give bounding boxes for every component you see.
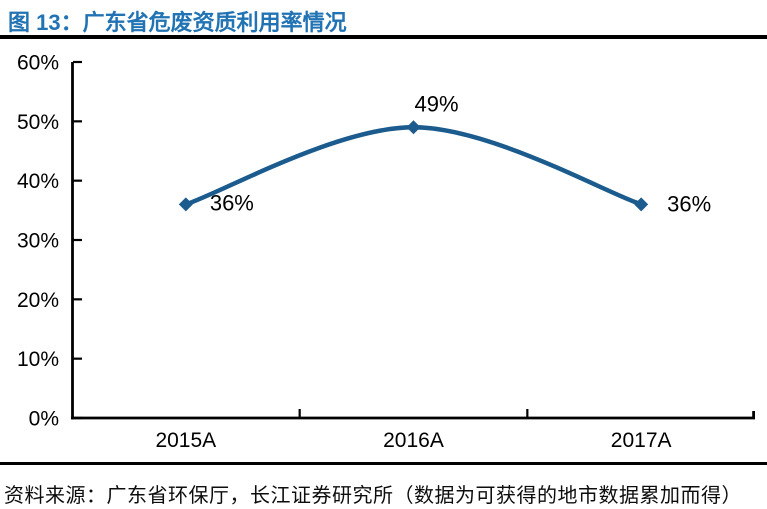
- figure-title: 图 13：广东省危废资质利用率情况: [8, 10, 347, 35]
- source-divider: [0, 462, 767, 465]
- x-tick-label: 2016A: [383, 429, 444, 452]
- chart-series: [178, 120, 649, 212]
- y-tick-label: 60%: [17, 52, 59, 75]
- y-tick-label: 20%: [17, 289, 59, 312]
- x-tick-label: 2015A: [155, 429, 216, 452]
- title-divider: [0, 35, 767, 39]
- y-tick-label: 0%: [29, 408, 59, 431]
- y-tick-label: 50%: [17, 111, 59, 134]
- y-tick-label: 10%: [17, 348, 59, 371]
- data-point-marker: [178, 197, 193, 212]
- data-label: 36%: [667, 191, 711, 216]
- y-tick-label: 30%: [17, 230, 59, 253]
- data-label: 49%: [414, 91, 458, 116]
- series-line: [183, 125, 644, 207]
- data-point-marker: [634, 197, 649, 212]
- source-note: 资料来源：广东省环保厅，长江证券研究所（数据为可获得的地市数据累加而得）: [4, 485, 742, 507]
- data-label: 36%: [210, 190, 254, 215]
- x-tick-label: 2017A: [611, 429, 672, 452]
- chart-axes: [71, 60, 755, 420]
- chart-labels: 0% 10% 20% 30% 40% 50% 60% 2015A 2016A 2017A 36% 49…: [17, 52, 711, 453]
- y-tick-label: 40%: [17, 170, 59, 193]
- data-point-marker: [406, 120, 421, 135]
